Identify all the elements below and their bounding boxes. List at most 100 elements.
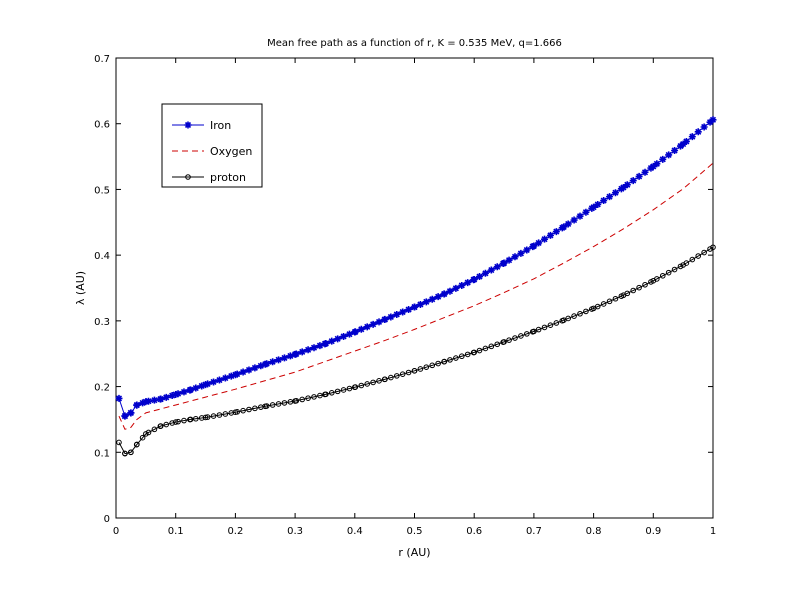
- x-tick-label: 0.5: [407, 526, 423, 537]
- data-point: [115, 394, 123, 402]
- curve-marker: [162, 393, 170, 401]
- curve-marker: [310, 344, 318, 352]
- legend-box: [161, 103, 263, 188]
- curve-marker: [499, 260, 507, 268]
- curve-marker: [258, 404, 264, 410]
- curve-marker: [635, 172, 643, 180]
- curve-marker: [582, 208, 590, 216]
- curve-marker: [198, 382, 206, 390]
- curve-marker: [387, 313, 395, 321]
- curve-marker: [293, 397, 300, 404]
- curve-marker: [169, 420, 175, 426]
- curve-marker: [487, 266, 495, 274]
- curve-marker: [517, 249, 525, 257]
- curve-marker: [570, 216, 578, 224]
- x-tick-label: 0: [113, 526, 119, 537]
- y-tick-label: 0.1: [94, 448, 110, 459]
- curve-marker: [541, 235, 549, 243]
- curve-marker: [676, 142, 684, 150]
- curve-marker: [665, 151, 673, 159]
- series-proton: [116, 244, 716, 457]
- curve-marker: [163, 421, 170, 428]
- curve-marker: [275, 401, 282, 407]
- curve-marker: [518, 333, 524, 339]
- curve-marker: [133, 401, 141, 409]
- curve-marker: [121, 412, 129, 420]
- curve-marker: [192, 384, 200, 392]
- curve-marker: [594, 200, 602, 208]
- curve-marker: [500, 339, 506, 345]
- curve-marker: [204, 380, 212, 388]
- curve-marker: [440, 290, 448, 298]
- curve-marker: [654, 276, 660, 282]
- curve-marker: [618, 293, 625, 299]
- curve-marker: [370, 379, 376, 386]
- data-point: [116, 439, 122, 446]
- curve-marker: [617, 185, 625, 193]
- curve-marker: [629, 177, 637, 185]
- curve-marker: [524, 331, 530, 337]
- curve-marker: [311, 394, 317, 400]
- curve-marker: [682, 137, 690, 145]
- legend-label-oxygen: Oxygen: [210, 145, 252, 158]
- curve-marker: [157, 423, 164, 430]
- curve-marker: [127, 449, 134, 456]
- y-tick-label: 0.6: [94, 120, 110, 131]
- chart-title: Mean free path as a function of r, K = 0…: [267, 38, 562, 49]
- series-layer: [115, 116, 717, 457]
- curve-marker: [476, 273, 484, 281]
- curve-marker: [351, 328, 359, 336]
- curve-marker: [701, 249, 707, 256]
- curve-marker: [447, 357, 453, 363]
- curve-marker: [470, 276, 478, 284]
- curve-marker: [145, 429, 152, 436]
- curve-marker: [423, 364, 430, 370]
- curve-marker: [695, 253, 702, 259]
- curve-marker: [363, 323, 371, 331]
- curve-marker: [323, 391, 329, 398]
- curve-marker: [352, 384, 359, 390]
- curve-marker: [269, 358, 277, 366]
- curve-marker: [334, 335, 342, 343]
- curve-marker: [257, 362, 265, 370]
- curve-marker: [317, 392, 323, 399]
- curve-marker: [653, 160, 661, 168]
- curve-marker: [251, 364, 259, 372]
- curve-marker: [234, 409, 240, 415]
- curve-marker: [453, 355, 459, 361]
- curve-marker: [589, 306, 595, 312]
- curve-marker: [245, 366, 253, 374]
- curve-marker: [186, 386, 194, 394]
- curve-marker: [529, 328, 536, 335]
- legend: Iron Oxygen proton: [161, 103, 263, 188]
- x-tick-label: 0.2: [227, 526, 243, 537]
- curve-marker: [565, 315, 571, 322]
- curve-marker: [464, 351, 471, 358]
- curve-marker: [215, 376, 223, 384]
- curve-marker: [316, 342, 324, 350]
- curve-marker: [689, 256, 696, 263]
- curve-marker: [222, 411, 229, 417]
- curve-marker: [553, 320, 560, 326]
- curve-marker: [388, 374, 394, 381]
- curve-marker: [665, 269, 672, 276]
- curve-marker: [210, 413, 217, 419]
- curve-marker: [606, 193, 614, 201]
- curve-marker: [434, 293, 442, 301]
- curve-marker: [180, 388, 188, 396]
- y-tick-label: 0: [104, 514, 110, 525]
- curve-marker: [511, 253, 519, 261]
- curve-marker: [452, 284, 460, 292]
- curve-marker: [192, 415, 199, 422]
- curve-marker: [612, 295, 619, 302]
- curve-marker: [286, 352, 294, 360]
- curve-marker: [535, 239, 543, 247]
- x-tick-label: 0.3: [287, 526, 303, 537]
- curve-marker: [298, 348, 306, 356]
- y-tick-label: 0.3: [94, 317, 110, 328]
- curve-marker: [328, 390, 335, 396]
- curve-marker: [535, 326, 542, 333]
- legend-label-iron: Iron: [210, 119, 231, 132]
- x-tick-label: 0.1: [168, 526, 184, 537]
